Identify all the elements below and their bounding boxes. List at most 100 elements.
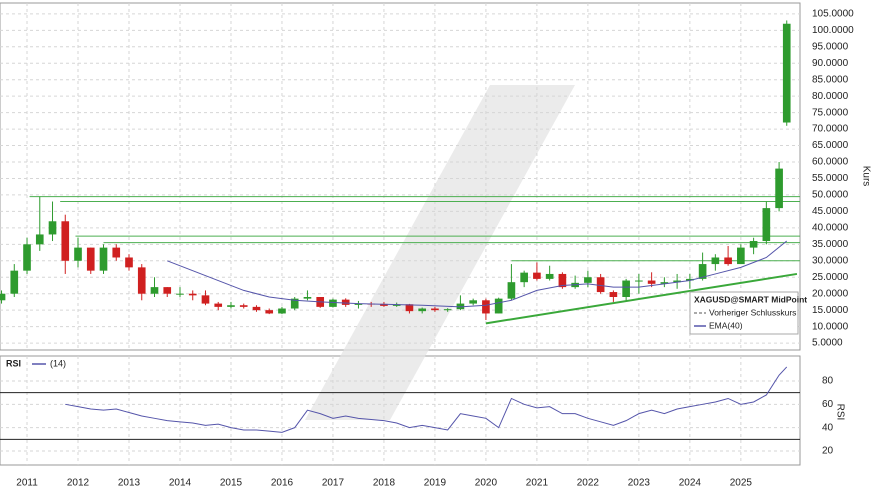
candle-body <box>431 308 439 311</box>
rsi-tick-label: 60 <box>822 399 834 410</box>
candle-body <box>609 292 618 297</box>
candle-body <box>99 247 108 271</box>
candle-body <box>584 277 592 283</box>
candle-body <box>201 295 210 304</box>
rsi-line <box>65 366 788 433</box>
candle-body <box>227 305 235 307</box>
rsi-tick-label: 20 <box>822 446 834 457</box>
y-tick-label: 40.0000 <box>812 222 849 233</box>
y-tick-label: 50.0000 <box>812 190 849 201</box>
watermark <box>305 85 575 420</box>
y-tick-label: 35.0000 <box>812 239 849 250</box>
legend <box>689 291 799 335</box>
candle-body <box>749 241 758 248</box>
candle-body <box>214 303 223 307</box>
candle-body <box>188 293 197 296</box>
candle-body <box>545 273 554 279</box>
candle-body <box>533 272 541 279</box>
candle-body <box>647 280 656 284</box>
y-tick-label: 60.0000 <box>812 157 849 168</box>
y-tick-label: 20.0000 <box>812 288 849 299</box>
x-tick-label: 2011 <box>16 478 38 489</box>
x-tick-label: 2016 <box>271 478 294 489</box>
candle-body <box>686 278 694 281</box>
y-tick-label: 10.0000 <box>812 321 849 332</box>
candle-body <box>737 247 745 265</box>
y-tick-label: 5.0000 <box>812 338 843 349</box>
rsi-axis-label: RSI <box>834 404 845 421</box>
candle-body <box>150 287 159 294</box>
candle-body <box>405 304 414 312</box>
candle-body <box>341 299 350 305</box>
x-tick-label: 2019 <box>424 478 447 489</box>
candle-body <box>86 247 95 271</box>
candle-body <box>10 270 19 294</box>
candle-body <box>278 308 286 314</box>
candle-body <box>290 298 299 309</box>
candle-body <box>673 280 681 283</box>
candle-body <box>176 293 184 295</box>
candle-body <box>265 310 274 314</box>
y-tick-label: 75.0000 <box>812 107 849 118</box>
candle-body <box>775 168 783 209</box>
candle-body <box>711 257 720 265</box>
x-tick-label: 2018 <box>373 478 396 489</box>
x-tick-label: 2022 <box>577 478 600 489</box>
x-tick-label: 2012 <box>67 478 90 489</box>
candle-body <box>112 247 121 258</box>
candle-body <box>635 280 643 282</box>
candle-body <box>252 306 261 311</box>
y-tick-label: 100.0000 <box>812 25 854 36</box>
legend-entry: XAGUSD@SMART MidPoint <box>694 294 807 304</box>
candle-body <box>137 267 146 294</box>
candle-body <box>558 273 567 288</box>
y-tick-label: 85.0000 <box>812 74 849 85</box>
candle-body <box>443 309 452 311</box>
ema-line <box>167 240 788 308</box>
candle-body <box>782 23 791 123</box>
candle-body <box>698 264 707 279</box>
candle-body <box>61 221 70 261</box>
rsi-tick-label: 40 <box>822 422 834 433</box>
x-tick-label: 2025 <box>730 478 753 489</box>
candle-body <box>48 221 57 235</box>
candle-body <box>303 296 312 299</box>
y-tick-label: 45.0000 <box>812 206 849 217</box>
rsi-title: RSI <box>6 358 21 368</box>
legend-entry: EMA(40) <box>709 320 743 330</box>
candle-body <box>125 257 133 268</box>
y-tick-label: 55.0000 <box>812 173 849 184</box>
candle-body <box>380 303 388 306</box>
x-tick-label: 2021 <box>526 478 549 489</box>
y-tick-label: 30.0000 <box>812 255 849 266</box>
x-tick-label: 2023 <box>628 478 651 489</box>
candle-body <box>622 280 630 297</box>
x-tick-label: 2020 <box>475 478 498 489</box>
candle-body <box>23 244 31 271</box>
y-tick-label: 95.0000 <box>812 41 849 52</box>
candle-body <box>74 247 82 261</box>
candle-body <box>520 272 528 283</box>
y-tick-label: 15.0000 <box>812 305 849 316</box>
rsi-tick-label: 80 <box>822 376 834 387</box>
y-tick-label: 70.0000 <box>812 124 849 135</box>
candle-body <box>469 300 477 304</box>
candle-body <box>482 300 490 314</box>
x-tick-label: 2015 <box>220 478 243 489</box>
x-tick-label: 2013 <box>118 478 141 489</box>
candle-body <box>329 299 337 307</box>
candle-body <box>239 305 248 307</box>
trend-line <box>485 272 798 325</box>
y-tick-label: 105.0000 <box>812 9 854 20</box>
candle-body <box>660 282 669 284</box>
y-tick-label: 90.0000 <box>812 58 849 69</box>
candle-body <box>354 303 363 305</box>
candle-body <box>0 293 6 301</box>
candle-body <box>724 257 732 265</box>
x-tick-label: 2024 <box>679 478 702 489</box>
rsi-name: (14) <box>50 358 66 368</box>
legend-entry: Vorheriger Schlusskurs <box>709 307 796 317</box>
candle-body <box>418 308 427 312</box>
candle-body <box>762 208 771 242</box>
